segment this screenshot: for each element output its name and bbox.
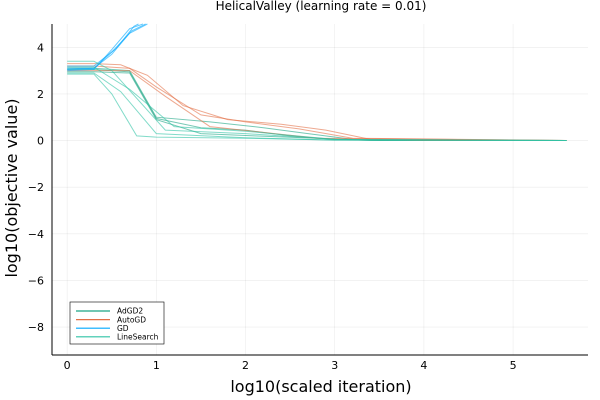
x-tick-label: 3 [331, 359, 338, 372]
legend-label: AdGD2 [117, 307, 143, 316]
plot-frame [51, 24, 588, 356]
series-line-adgd2 [67, 71, 567, 141]
x-tick-label: 5 [510, 359, 517, 372]
y-tick-label: 4 [37, 41, 44, 54]
series-line-linesearch [67, 73, 567, 141]
y-axis-title: log10(objective value) [2, 98, 21, 277]
y-tick-label: −6 [28, 274, 44, 287]
y-tick-label: 2 [37, 88, 44, 101]
y-tick-label: −8 [28, 321, 44, 334]
series-line-autogd [67, 63, 567, 141]
y-tick-label: −4 [28, 228, 44, 241]
series-line-linesearch [67, 66, 567, 141]
chart-title: HelicalValley (learning rate = 0.01) [216, 0, 427, 13]
legend-label: GD [117, 324, 129, 333]
series-line-adgd2 [67, 67, 567, 141]
series-line-gd [67, 23, 146, 70]
y-tick-label: −2 [28, 181, 44, 194]
series-lines [67, 23, 567, 141]
series-line-gd [67, 23, 144, 72]
x-tick-label: 2 [242, 359, 249, 372]
legend-label: LineSearch [117, 333, 159, 342]
series-line-linesearch [67, 72, 567, 141]
series-line-autogd [67, 65, 567, 141]
x-tick-label: 0 [64, 359, 71, 372]
legend-label: AutoGD [117, 315, 146, 324]
x-tick-label: 1 [153, 359, 160, 372]
x-tick-label: 4 [420, 359, 427, 372]
y-tick-label: 0 [37, 135, 44, 148]
series-line-autogd [67, 70, 567, 141]
x-axis-title: log10(scaled iteration) [230, 377, 411, 396]
x-tick-labels: 0 1 2 3 4 5 [64, 359, 517, 372]
y-tick-labels: −8 −6 −4 −2 0 2 4 [28, 41, 44, 334]
